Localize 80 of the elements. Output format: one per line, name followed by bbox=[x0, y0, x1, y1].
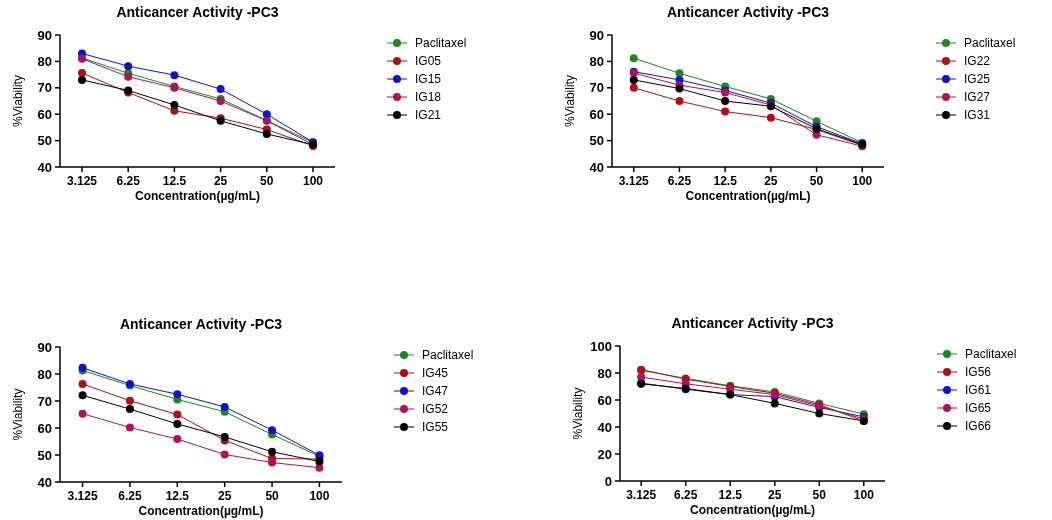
chart-title: Anticancer Activity -PC3 bbox=[671, 315, 834, 331]
legend-label: IG31 bbox=[964, 108, 991, 123]
legend-label: IG56 bbox=[965, 365, 992, 380]
y-tick-label: 60 bbox=[37, 420, 52, 436]
x-axis-title: Concentration(µg/mL) bbox=[685, 189, 811, 203]
x-tick-label: 50 bbox=[265, 489, 280, 503]
y-tick-label: 70 bbox=[37, 393, 52, 409]
y-tick-label: 40 bbox=[37, 159, 52, 175]
legend-label: IG22 bbox=[964, 54, 991, 69]
x-tick-label: 3.125 bbox=[626, 488, 657, 502]
x-tick-label: 12.5 bbox=[718, 488, 743, 502]
y-tick-label: 40 bbox=[589, 159, 604, 175]
y-tick-label: 80 bbox=[589, 53, 604, 69]
y-tick-label: 50 bbox=[37, 447, 52, 463]
legend-label: IG05 bbox=[415, 54, 442, 69]
y-tick-label: 50 bbox=[589, 133, 604, 149]
legend-label: IG66 bbox=[965, 419, 992, 434]
y-axis-title: %Viability bbox=[11, 75, 25, 127]
x-tick-label: 6.25 bbox=[674, 488, 698, 502]
x-axis-title: Concentration(µg/mL) bbox=[135, 189, 260, 203]
legend-label: IG27 bbox=[964, 90, 991, 105]
legend-label: IG21 bbox=[415, 108, 442, 123]
y-tick-label: 20 bbox=[597, 446, 612, 462]
y-tick-label: 50 bbox=[37, 133, 52, 149]
x-tick-label: 6.25 bbox=[667, 174, 692, 188]
y-tick-label: 90 bbox=[589, 27, 604, 43]
x-tick-label: 50 bbox=[812, 488, 827, 502]
y-tick-label: 60 bbox=[37, 106, 52, 122]
y-tick-label: 80 bbox=[597, 365, 612, 381]
legend-label: Paclitaxel bbox=[422, 348, 474, 363]
y-tick-label: 90 bbox=[37, 27, 52, 43]
x-tick-label: 6.25 bbox=[116, 174, 141, 188]
legend-label: Paclitaxel bbox=[965, 347, 1017, 362]
x-tick-label: 6.25 bbox=[118, 489, 142, 503]
y-tick-label: 40 bbox=[597, 419, 612, 435]
x-tick-label: 25 bbox=[218, 489, 232, 503]
x-tick-label: 3.125 bbox=[618, 174, 650, 188]
x-tick-label: 3.125 bbox=[67, 489, 98, 503]
x-tick-label: 100 bbox=[853, 488, 875, 502]
y-tick-label: 70 bbox=[589, 80, 604, 96]
x-tick-label: 100 bbox=[852, 174, 873, 188]
x-tick-label: 25 bbox=[213, 174, 228, 188]
y-tick-label: 100 bbox=[590, 338, 612, 354]
x-tick-label: 50 bbox=[260, 174, 274, 188]
y-tick-label: 0 bbox=[604, 473, 612, 489]
legend-label: IG45 bbox=[422, 366, 449, 381]
legend-label: Paclitaxel bbox=[415, 36, 467, 51]
legend-label: IG47 bbox=[422, 384, 449, 399]
x-tick-label: 100 bbox=[302, 174, 324, 188]
y-axis-title: %Viability bbox=[11, 388, 25, 441]
y-tick-label: 70 bbox=[37, 80, 52, 96]
x-tick-label: 100 bbox=[309, 489, 330, 503]
x-tick-label: 12.5 bbox=[162, 174, 187, 188]
y-tick-label: 90 bbox=[37, 339, 52, 355]
x-tick-label: 12.5 bbox=[165, 489, 190, 503]
x-tick-label: 12.5 bbox=[713, 174, 738, 188]
x-axis-title: Concentration(µg/mL) bbox=[138, 504, 264, 518]
y-tick-label: 60 bbox=[589, 106, 604, 122]
legend-label: IG65 bbox=[965, 401, 992, 416]
legend-label: IG52 bbox=[422, 402, 449, 417]
x-tick-label: 25 bbox=[764, 174, 778, 188]
x-axis-title: Concentration(µg/mL) bbox=[690, 503, 815, 517]
legend-label: IG25 bbox=[964, 72, 991, 87]
legend-label: IG55 bbox=[422, 420, 449, 435]
y-tick-label: 40 bbox=[37, 474, 52, 490]
y-axis-title: %Viability bbox=[571, 387, 585, 440]
legend-label: IG18 bbox=[415, 90, 442, 105]
legend-label: Paclitaxel bbox=[964, 36, 1016, 51]
legend-label: IG15 bbox=[415, 72, 442, 87]
legend-label: IG61 bbox=[965, 383, 992, 398]
y-tick-label: 80 bbox=[37, 53, 52, 69]
y-tick-label: 60 bbox=[597, 392, 612, 408]
x-tick-label: 25 bbox=[768, 488, 782, 502]
y-axis-title: %Viability bbox=[563, 75, 577, 127]
y-tick-label: 80 bbox=[37, 366, 52, 382]
chart-title: Anticancer Activity -PC3 bbox=[666, 4, 830, 20]
x-tick-label: 50 bbox=[809, 174, 824, 188]
x-tick-label: 3.125 bbox=[66, 174, 98, 188]
chart-title: Anticancer Activity -PC3 bbox=[116, 4, 279, 20]
chart-title: Anticancer Activity -PC3 bbox=[119, 316, 283, 332]
